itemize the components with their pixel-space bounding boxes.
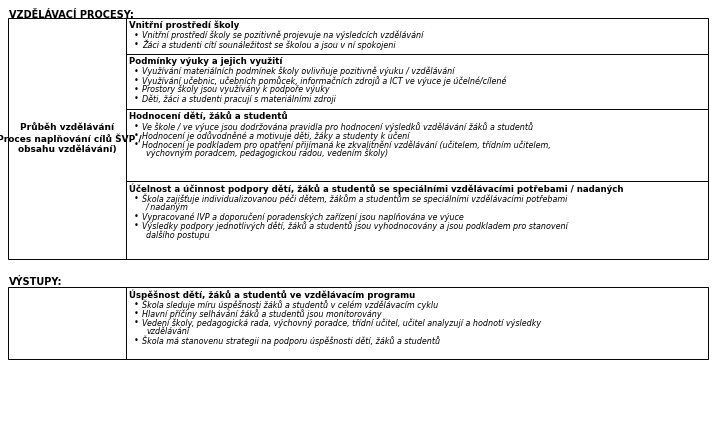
Text: Hodnocení je odůvodněné a motivuje děti, žáky a studenty k učení: Hodnocení je odůvodněné a motivuje děti,… [142,131,410,141]
Text: •: • [134,336,139,345]
Text: •: • [134,67,139,76]
Text: Vypracované IVP a doporučení poradenských zařízení jsou naplňována ve výuce: Vypracované IVP a doporučení poradenskýc… [142,212,464,222]
Text: •: • [134,85,139,94]
Text: •: • [134,194,139,203]
Text: Vnitřní prostředí školy se pozitivně projevuje na výsledcích vzdělávání: Vnitřní prostředí školy se pozitivně pro… [142,31,423,41]
Text: Vedení školy, pedagogická rada, výchovný poradce, třídní učitel, učitel analyzuj: Vedení školy, pedagogická rada, výchovný… [142,318,541,327]
Text: •: • [134,309,139,318]
Text: Hlavní příčiny selhávání žáků a studentů jsou monitorovány: Hlavní příčiny selhávání žáků a studentů… [142,309,381,319]
Text: •: • [134,40,139,49]
Text: Škola zajišťuje individualizovanou péči dětem, žákům a studentům se speciálními : Škola zajišťuje individualizovanou péči … [142,194,568,205]
Text: Škola má stanovenu strategii na podporu úspěšnosti dětí, žáků a studentů: Škola má stanovenu strategii na podporu … [142,336,440,347]
Text: Ve škole / ve výuce jsou dodržována pravidla pro hodnocení výsledků vzdělávání ž: Ve škole / ve výuce jsou dodržována prav… [142,122,533,132]
Text: dalšího postupu: dalšího postupu [146,230,210,240]
Text: •: • [134,318,139,327]
Text: vzdělávání: vzdělávání [146,327,189,336]
Text: Úspěšnost dětí, žáků a studentů ve vzdělávacím programu: Úspěšnost dětí, žáků a studentů ve vzděl… [129,290,416,301]
Text: Hodnocení dětí, žáků a studentů: Hodnocení dětí, žáků a studentů [129,112,288,121]
Text: Průběh vzdělávání
(Proces naplňování cílů ŠVP /
obsahu vzdělávání): Průběh vzdělávání (Proces naplňování cíl… [0,123,141,154]
Text: Žáci a studenti cítí sounáležitost se školou a jsou v ní spokojeni: Žáci a studenti cítí sounáležitost se šk… [142,40,396,50]
Text: •: • [134,212,139,221]
Text: •: • [134,221,139,230]
Text: VZDĚLÁVACÍ PROCESY:: VZDĚLÁVACÍ PROCESY: [9,10,134,20]
Text: Vnitřní prostředí školy: Vnitřní prostředí školy [129,21,239,30]
Text: Výsledky podpory jednotlivých dětí, žáků a studentů jsou vyhodnocovány a jsou po: Výsledky podpory jednotlivých dětí, žáků… [142,221,568,231]
Text: •: • [134,76,139,85]
Text: VÝSTUPY:: VÝSTUPY: [9,277,63,287]
Text: Účelnost a účinnost podpory dětí, žáků a studentů se speciálními vzdělávacími po: Účelnost a účinnost podpory dětí, žáků a… [129,184,623,194]
Text: •: • [134,122,139,131]
Text: •: • [134,140,139,149]
Text: výchovným poradcem, pedagogickou radou, vedením školy): výchovným poradcem, pedagogickou radou, … [146,149,388,158]
Text: •: • [134,94,139,103]
Text: Hodnocení je podkladem pro opatření přijímaná ke zkvalitnění vzdělávání (učitele: Hodnocení je podkladem pro opatření přij… [142,140,550,149]
Text: Využívání materiálních podmínek školy ovlivňuje pozitivně výuku / vzdělávání: Využívání materiálních podmínek školy ov… [142,67,455,77]
Text: Děti, žáci a studenti pracují s materiálními zdroji: Děti, žáci a studenti pracují s materiál… [142,94,336,103]
Bar [8,18,708,259]
Text: •: • [134,300,139,309]
Text: Podmínky výuky a jejich využití: Podmínky výuky a jejich využití [129,57,282,66]
Bar [8,287,708,359]
Text: Škola sleduje míru úspěšnosti žáků a studentů v celém vzdělávacím cyklu: Škola sleduje míru úspěšnosti žáků a stu… [142,300,438,310]
Text: •: • [134,131,139,140]
Text: •: • [134,31,139,40]
Text: / nadaným: / nadaným [146,203,189,212]
Text: Využívání učebnic, učebních pomůcek, informačních zdrojů a ICT ve výuce je účeln: Využívání učebnic, učebních pomůcek, inf… [142,76,506,86]
Text: Prostory školy jsou využívány k podpoře výuky: Prostory školy jsou využívány k podpoře … [142,85,330,95]
